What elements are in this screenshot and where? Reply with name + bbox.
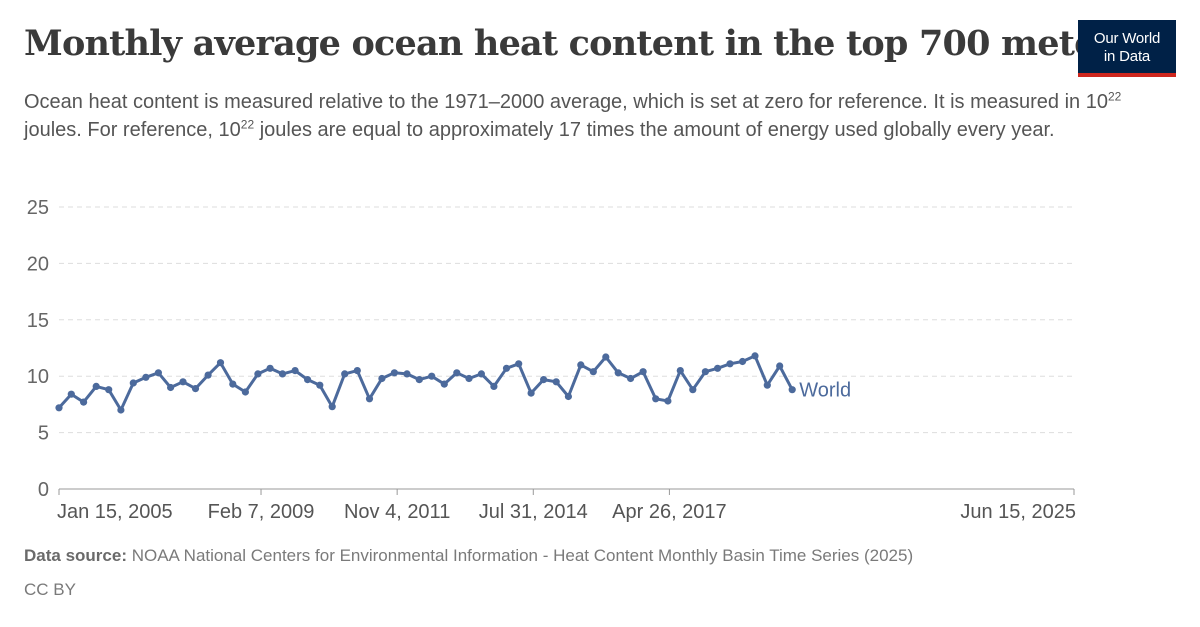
data-source-text: NOAA National Centers for Environmental … <box>126 546 914 565</box>
data-point <box>353 367 361 375</box>
chart-subtitle: Ocean heat content is measured relative … <box>24 88 1174 144</box>
data-point <box>738 357 747 366</box>
data-point <box>726 360 734 368</box>
x-tick-label: Apr 26, 2017 <box>612 501 727 523</box>
chart-title: Monthly average ocean heat content in th… <box>24 23 1133 64</box>
data-point <box>191 385 200 393</box>
data-point <box>254 370 262 378</box>
x-tick-label: Feb 7, 2009 <box>208 501 315 523</box>
data-point <box>776 362 784 370</box>
data-point <box>515 360 523 368</box>
data-point <box>129 379 137 387</box>
logo-line-1: Our World <box>1093 30 1161 47</box>
license-text[interactable]: CC BY <box>24 580 76 599</box>
data-point <box>639 368 647 376</box>
data-point <box>577 361 585 369</box>
y-tick-label: 5 <box>38 423 49 445</box>
y-tick-label: 20 <box>27 253 49 275</box>
data-point <box>627 374 635 383</box>
data-point <box>788 386 796 394</box>
data-point <box>67 390 75 398</box>
data-source: Data source: NOAA National Centers for E… <box>24 546 913 566</box>
x-tick-label: Nov 4, 2011 <box>344 501 450 523</box>
data-point <box>502 364 511 372</box>
data-point <box>154 369 162 377</box>
data-point <box>689 386 697 394</box>
data-point <box>216 359 225 367</box>
data-point <box>602 353 610 361</box>
data-point <box>92 382 100 390</box>
data-point <box>465 374 473 383</box>
data-point <box>440 380 448 388</box>
data-point <box>664 397 672 405</box>
subtitle-exponent-1: 22 <box>1107 89 1122 104</box>
data-point <box>477 370 485 378</box>
subtitle-part-2: joules. For reference, 10 <box>24 119 241 141</box>
series-label-world: World <box>799 380 851 402</box>
data-point <box>241 388 249 396</box>
data-point <box>304 376 312 384</box>
data-point <box>167 383 175 392</box>
x-tick-label: Jun 15, 2025 <box>960 501 1076 523</box>
x-tick-label: Jul 31, 2014 <box>479 501 588 523</box>
data-point <box>652 395 660 403</box>
y-tick-label: 25 <box>27 197 49 219</box>
data-point <box>341 370 349 378</box>
data-point <box>453 369 461 377</box>
y-tick-label: 15 <box>27 310 49 332</box>
data-point <box>55 404 63 412</box>
subtitle-part-1: Ocean heat content is measured relative … <box>24 91 1108 113</box>
subtitle-part-3: joules are equal to approximately 17 tim… <box>254 119 1055 141</box>
data-point <box>365 395 374 403</box>
data-point <box>564 392 573 401</box>
data-point <box>701 368 710 376</box>
data-point <box>527 389 535 397</box>
data-point <box>540 376 548 384</box>
data-point <box>266 364 274 372</box>
data-point <box>390 369 398 377</box>
data-point <box>490 382 498 390</box>
data-point <box>80 398 88 406</box>
y-tick-label: 10 <box>27 366 49 388</box>
data-point <box>328 403 336 411</box>
x-tick-label: Jan 15, 2005 <box>57 501 173 523</box>
data-point <box>278 370 287 378</box>
data-point <box>763 381 771 389</box>
owid-logo[interactable]: Our World in Data <box>1078 20 1176 77</box>
data-point <box>117 406 125 414</box>
subtitle-exponent-2: 22 <box>240 117 255 132</box>
y-tick-label: 0 <box>38 479 49 501</box>
data-point <box>589 368 597 376</box>
series-line-world <box>57 354 794 412</box>
data-point <box>204 371 212 379</box>
data-point <box>291 367 299 375</box>
data-point <box>105 386 113 394</box>
data-point <box>229 380 237 388</box>
data-point <box>142 373 150 381</box>
data-point <box>316 381 324 389</box>
data-point <box>403 370 411 378</box>
data-point <box>428 372 436 380</box>
data-point <box>751 352 759 360</box>
data-point <box>552 378 560 386</box>
data-point <box>179 378 187 386</box>
data-point <box>714 364 722 372</box>
data-point <box>676 367 684 375</box>
data-point <box>415 376 423 384</box>
data-point <box>378 374 386 383</box>
logo-line-2: in Data <box>1103 48 1151 65</box>
data-source-label: Data source: <box>24 546 127 565</box>
data-point <box>614 369 622 377</box>
